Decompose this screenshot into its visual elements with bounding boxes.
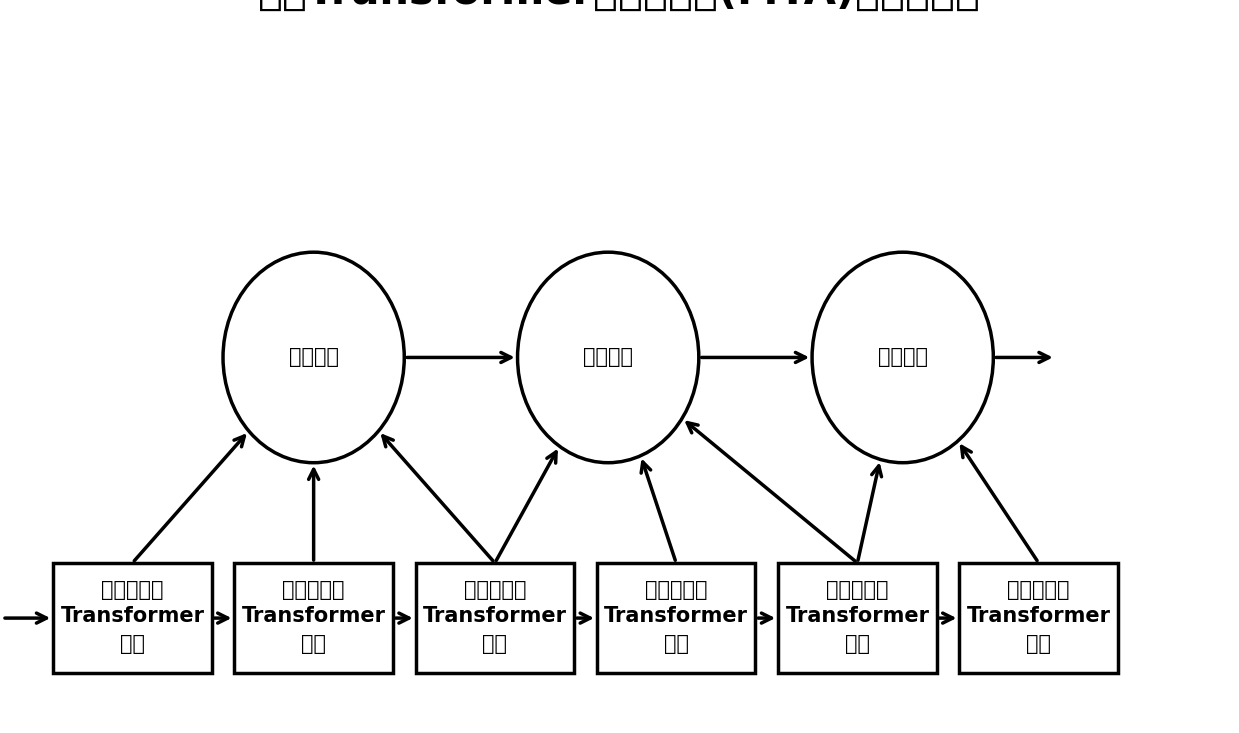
Text: 多层Transformer聚合编码器(MTA)结构示意图: 多层Transformer聚合编码器(MTA)结构示意图 xyxy=(258,0,981,12)
Text: 聚合函数: 聚合函数 xyxy=(584,347,633,367)
Text: 多头注意力: 多头注意力 xyxy=(282,580,344,600)
FancyBboxPatch shape xyxy=(597,563,756,673)
Text: 单元: 单元 xyxy=(664,634,689,654)
FancyBboxPatch shape xyxy=(778,563,937,673)
Text: 多头注意力: 多头注意力 xyxy=(826,580,888,600)
FancyBboxPatch shape xyxy=(53,563,212,673)
Text: 多头注意力: 多头注意力 xyxy=(463,580,527,600)
Text: 单元: 单元 xyxy=(301,634,326,654)
Text: 单元: 单元 xyxy=(1026,634,1051,654)
Text: Transformer: Transformer xyxy=(966,606,1110,626)
Text: 多头注意力: 多头注意力 xyxy=(1007,580,1070,600)
FancyBboxPatch shape xyxy=(415,563,574,673)
Text: 聚合函数: 聚合函数 xyxy=(877,347,928,367)
Text: 单元: 单元 xyxy=(845,634,870,654)
Text: 单元: 单元 xyxy=(482,634,508,654)
FancyBboxPatch shape xyxy=(959,563,1118,673)
Text: 多头注意力: 多头注意力 xyxy=(644,580,707,600)
Text: 多头注意力: 多头注意力 xyxy=(102,580,164,600)
Ellipse shape xyxy=(812,252,994,463)
Text: Transformer: Transformer xyxy=(786,606,929,626)
FancyBboxPatch shape xyxy=(234,563,393,673)
Ellipse shape xyxy=(518,252,699,463)
Text: Transformer: Transformer xyxy=(422,606,567,626)
Ellipse shape xyxy=(223,252,404,463)
Text: Transformer: Transformer xyxy=(242,606,385,626)
Text: Transformer: Transformer xyxy=(605,606,748,626)
Text: 聚合函数: 聚合函数 xyxy=(289,347,338,367)
Text: 单元: 单元 xyxy=(120,634,145,654)
Text: Transformer: Transformer xyxy=(61,606,204,626)
